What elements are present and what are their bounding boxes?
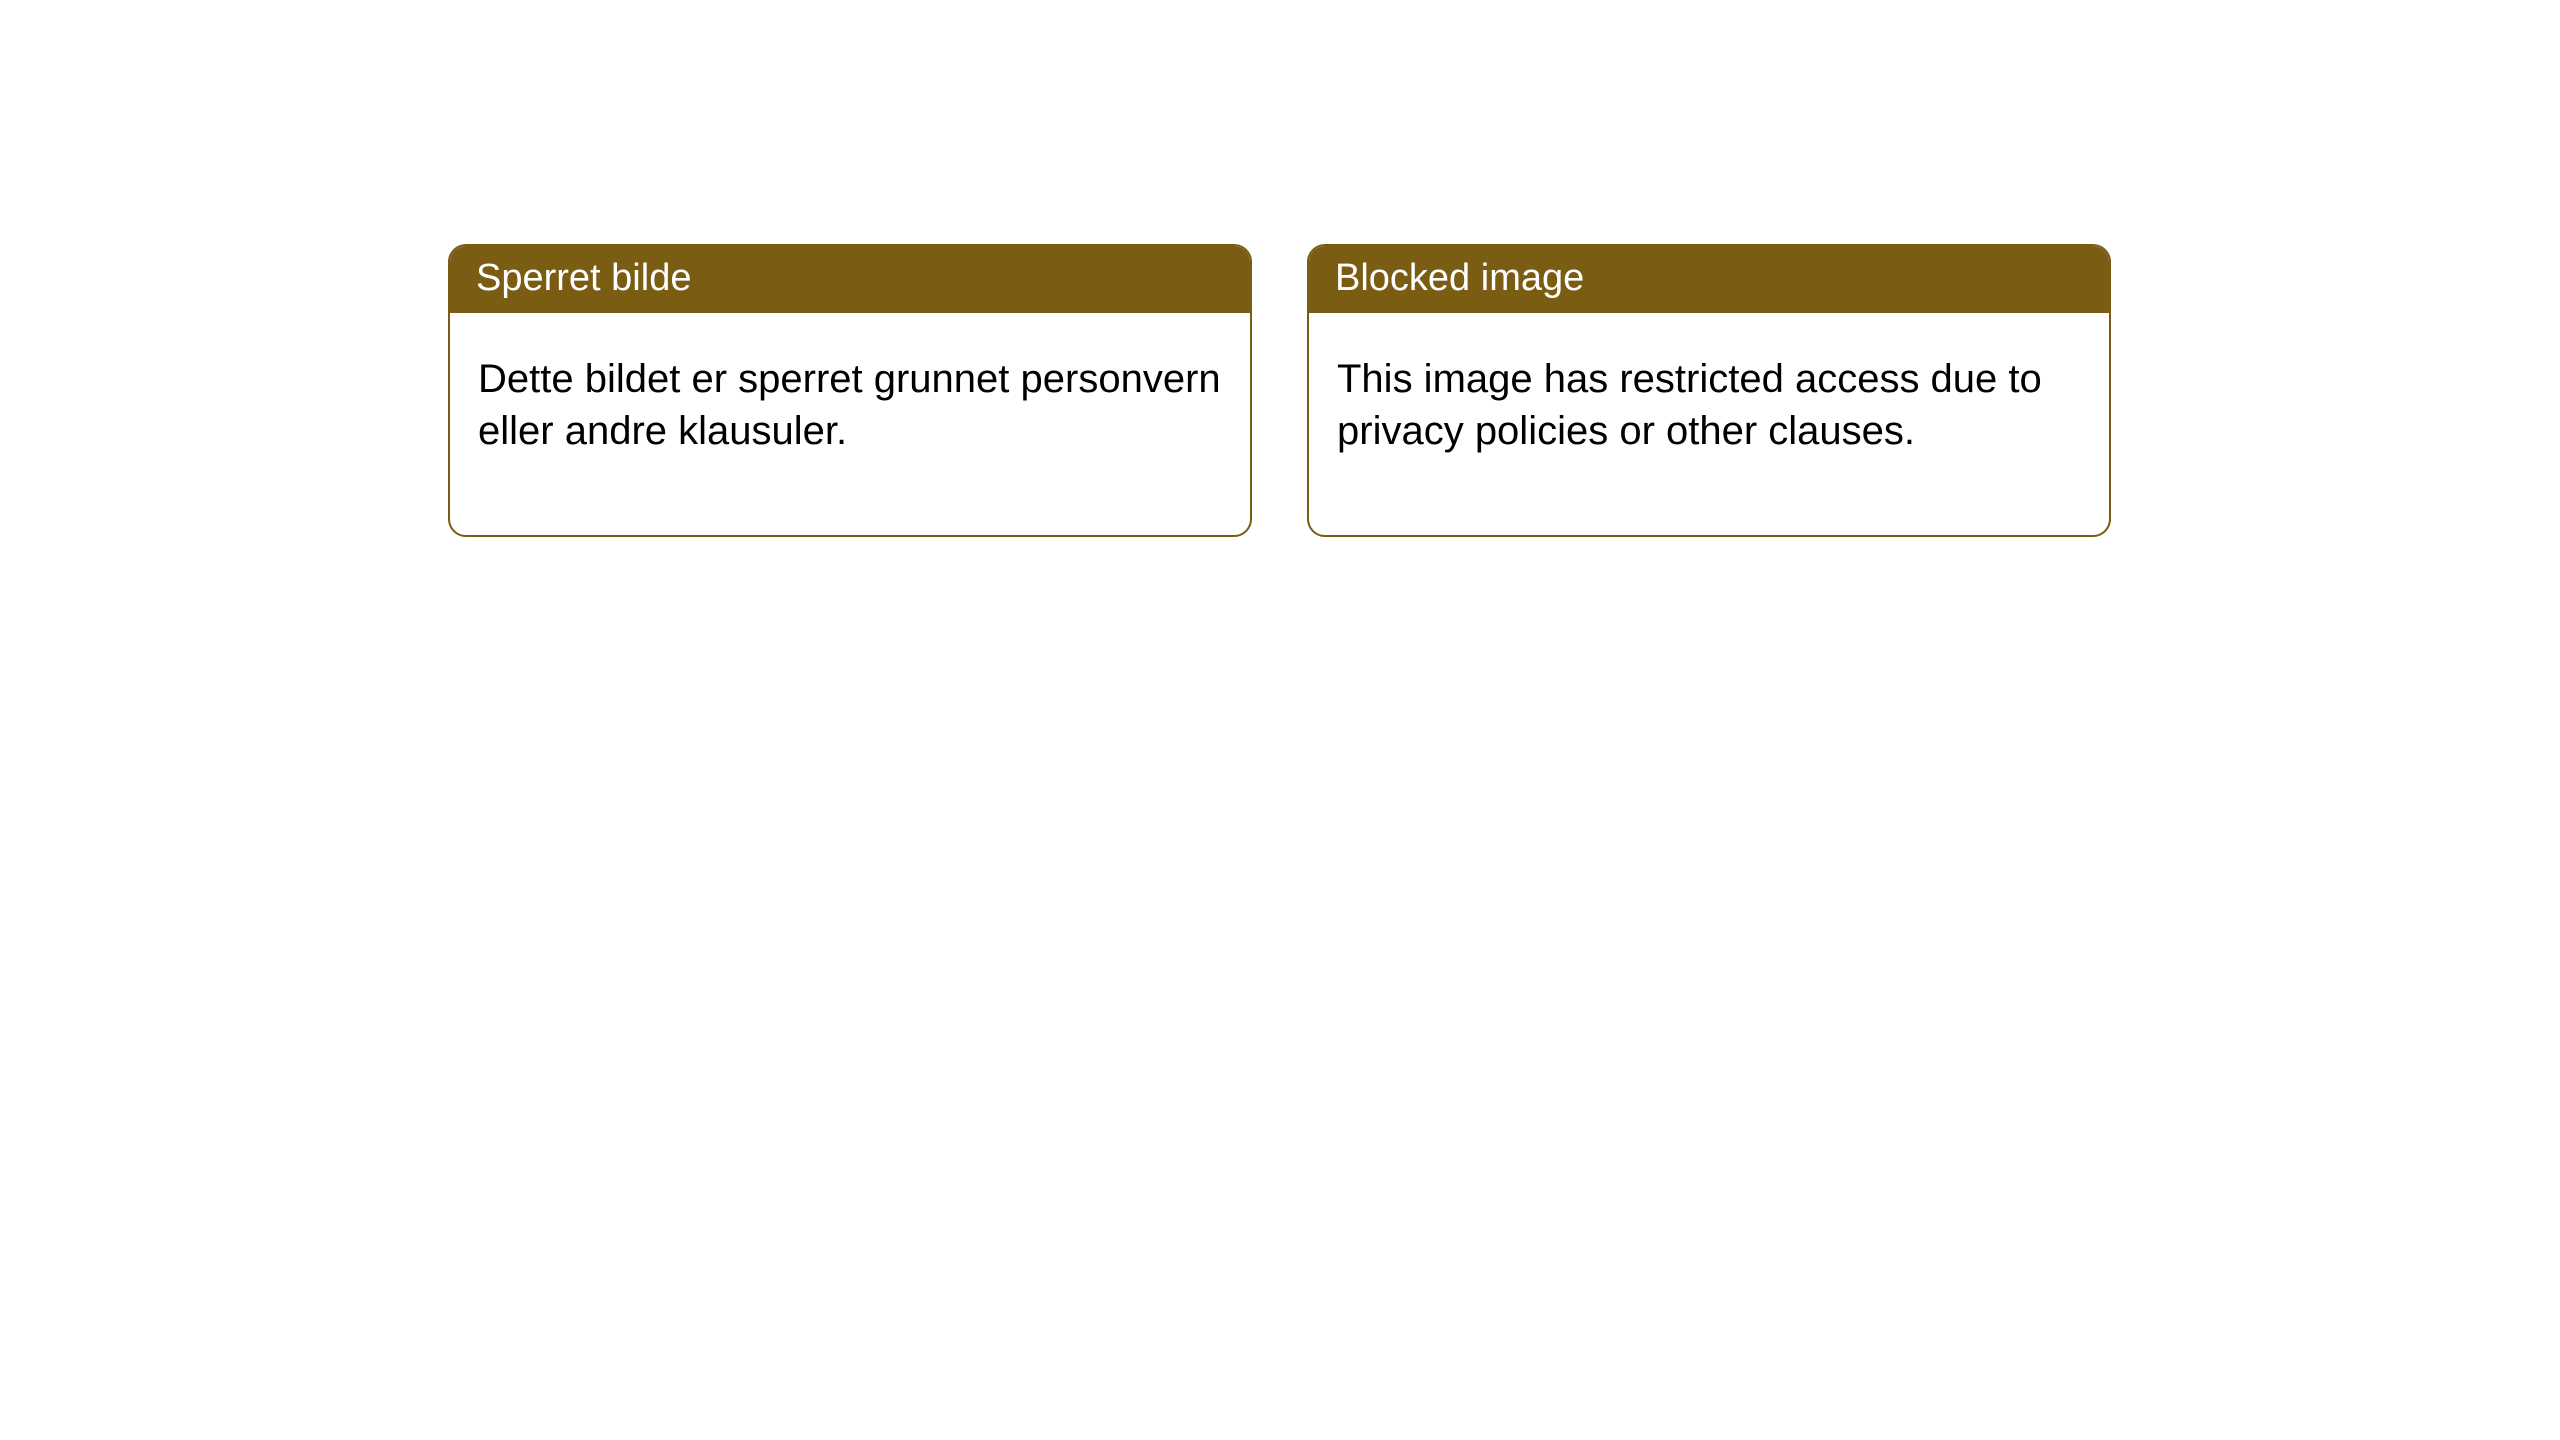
notice-title-english: Blocked image	[1309, 246, 2109, 313]
notice-card-norwegian: Sperret bilde Dette bildet er sperret gr…	[448, 244, 1252, 537]
notice-cards-row: Sperret bilde Dette bildet er sperret gr…	[0, 0, 2560, 537]
notice-body-norwegian: Dette bildet er sperret grunnet personve…	[450, 313, 1250, 535]
notice-body-english: This image has restricted access due to …	[1309, 313, 2109, 535]
notice-title-norwegian: Sperret bilde	[450, 246, 1250, 313]
notice-card-english: Blocked image This image has restricted …	[1307, 244, 2111, 537]
